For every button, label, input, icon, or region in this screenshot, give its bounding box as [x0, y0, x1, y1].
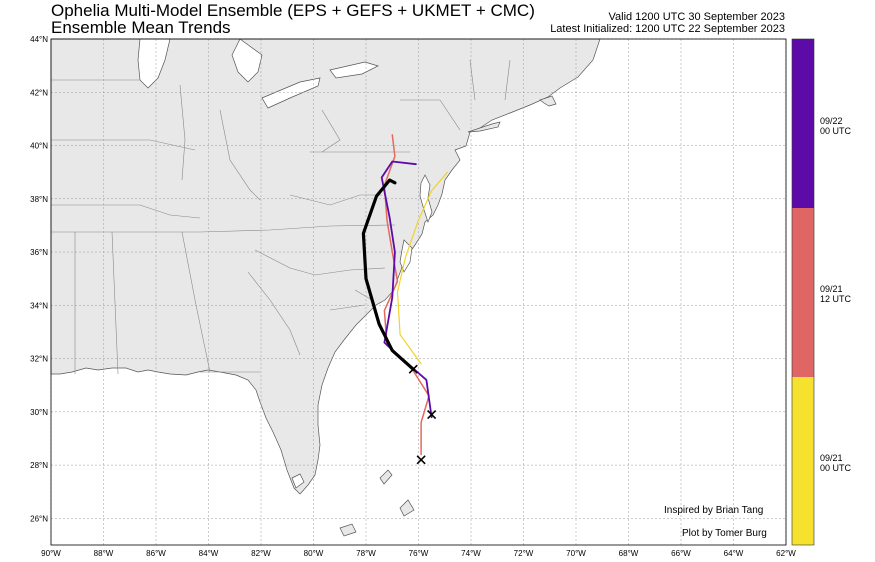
position-marker [408, 364, 418, 374]
lon-tick-label: 64°W [724, 549, 744, 558]
lon-tick-label: 80°W [304, 549, 324, 558]
lon-tick-label: 84°W [199, 549, 219, 558]
lat-tick-label: 40°N [30, 142, 48, 151]
bahamas-island-2 [399, 499, 415, 517]
tracks-layer [361, 134, 448, 456]
lake-erie [261, 77, 321, 109]
colorbar-label-0921-00: 09/21 00 UTC [820, 453, 852, 473]
chart-subtitle: Ensemble Mean Trends [51, 18, 231, 37]
chesapeake-bay [419, 174, 433, 224]
lat-tick-label: 42°N [30, 88, 48, 97]
lon-tick-label: 72°W [514, 549, 534, 558]
ensemble-track-3 [361, 178, 415, 371]
lat-tick-label: 26°N [30, 514, 48, 523]
long-island [467, 121, 501, 133]
credit-plot: Plot by Tomer Burg [682, 528, 767, 539]
lat-tick-label: 36°N [30, 248, 48, 257]
markers-layer [408, 364, 437, 465]
lon-tick-label: 76°W [409, 549, 429, 558]
colorbar-segment-0921-12 [792, 208, 814, 377]
state-borders [51, 59, 511, 375]
lon-tick-label: 88°W [94, 549, 114, 558]
north-america-land [50, 38, 601, 495]
great-lakes [137, 38, 379, 109]
lake-michigan [137, 38, 171, 89]
lon-tick-label: 90°W [41, 549, 61, 558]
colorbar-label-0922-00: 09/22 00 UTC [820, 116, 852, 136]
valid-time: Valid 1200 UTC 30 September 2023 [608, 11, 785, 23]
colorbar-segment-0922-00 [792, 39, 814, 208]
lon-tick-label: 86°W [146, 549, 166, 558]
lat-tick-label: 44°N [30, 35, 48, 44]
colorbar-label-0921-12: 09/21 12 UTC [820, 284, 852, 304]
lat-tick-label: 30°N [30, 408, 48, 417]
colorbar-segment-0921-00 [792, 377, 814, 545]
position-marker [416, 455, 426, 465]
position-marker [427, 409, 437, 420]
latest-initialized: Latest Initialized: 1200 UTC 22 Septembe… [550, 23, 785, 35]
cape-cod [539, 95, 557, 107]
lon-tick-label: 66°W [671, 549, 691, 558]
lake-okeechobee [291, 473, 305, 489]
lon-tick-label: 82°W [251, 549, 271, 558]
bahamas-island-3 [339, 523, 357, 537]
ensemble-track-0 [396, 171, 448, 365]
ensemble-track-1 [383, 134, 430, 456]
lake-ontario [329, 61, 379, 79]
lon-tick-label: 74°W [461, 549, 481, 558]
lake-huron [231, 38, 263, 83]
lat-tick-label: 38°N [30, 195, 48, 204]
ensemble-track-2 [380, 160, 433, 419]
lat-tick-label: 28°N [30, 461, 48, 470]
lat-tick-label: 34°N [30, 301, 48, 310]
axis-ticks: 90°W 88°W 86°W 84°W 82°W 80°W 78°W 76°W 74°W 72°W… [30, 35, 796, 558]
credit-inspired: Inspired by Brian Tang [664, 505, 764, 516]
lon-tick-label: 62°W [776, 549, 796, 558]
bahamas-island-1 [379, 469, 393, 485]
lat-tick-label: 32°N [30, 355, 48, 364]
chart-title: Ophelia Multi-Model Ensemble (EPS + GEFS… [51, 1, 535, 20]
lon-tick-label: 68°W [619, 549, 639, 558]
lon-tick-label: 78°W [356, 549, 376, 558]
colorbar-frame [791, 38, 815, 546]
map-frame [50, 38, 787, 546]
lon-tick-label: 70°W [566, 549, 586, 558]
